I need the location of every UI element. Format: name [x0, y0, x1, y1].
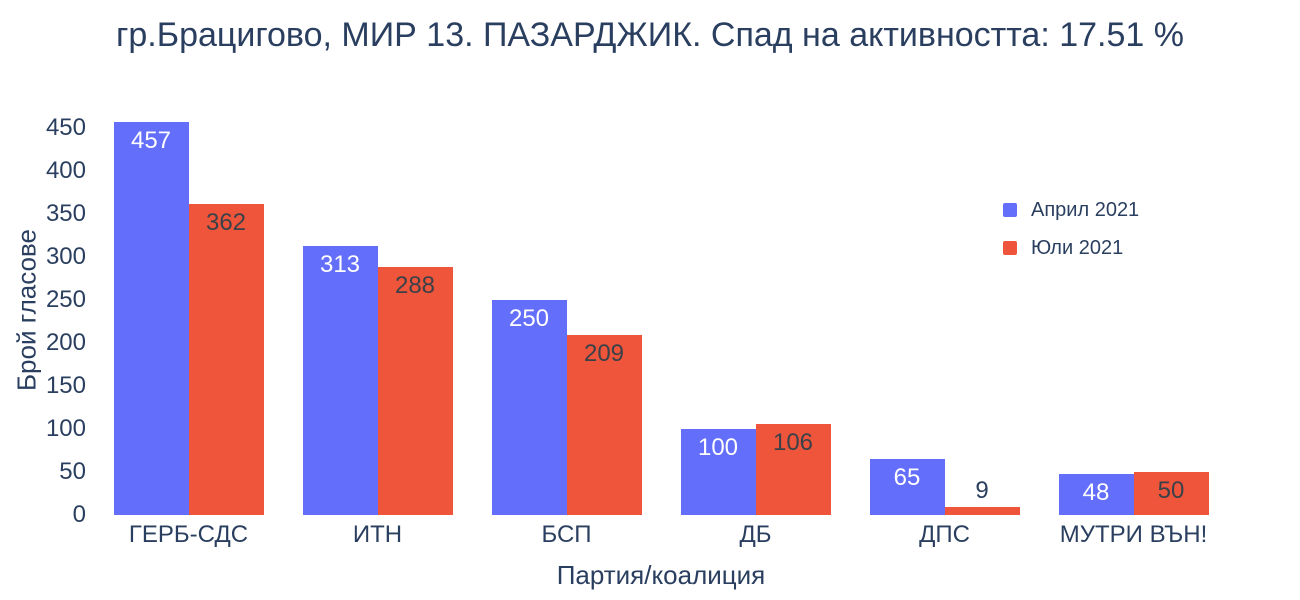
bar-group: 48 50 — [1039, 128, 1228, 515]
bar-value-label: 209 — [583, 340, 625, 368]
bar-series-1: 65 — [869, 459, 945, 515]
y-tick-label: 350 — [45, 200, 86, 227]
legend-label: Юли 2021 — [1031, 236, 1124, 259]
y-tick-label: 50 — [59, 458, 86, 485]
bar-series-2: 209 — [566, 335, 642, 515]
bar-value-label: 457 — [130, 126, 172, 154]
y-tick-label: 150 — [45, 372, 86, 399]
plot-area: 457 362 313 288 250 209 100 106 65 9 48 50 — [94, 121, 1228, 515]
bar-value-label: 106 — [772, 428, 814, 456]
bar-group: 313 288 — [283, 128, 472, 515]
legend-swatch-icon — [1003, 203, 1017, 217]
bar-group: 100 106 — [661, 128, 850, 515]
y-tick-label: 300 — [45, 243, 86, 270]
bar-series-2: 106 — [755, 423, 831, 515]
y-tick-label: 450 — [45, 114, 86, 141]
x-axis-category-labels: ГЕРБ-СДС ИТН БСП ДБ ДПС МУТРИ ВЪН! — [94, 521, 1228, 549]
x-category-label: БСП — [541, 521, 592, 548]
bar-group: 250 209 — [472, 128, 661, 515]
bar-value-label: 48 — [1082, 478, 1110, 506]
chart-title: гр.Брацигово, МИР 13. ПАЗАРДЖИК. Спад на… — [116, 16, 1184, 54]
bar-series-2: 50 — [1133, 472, 1209, 515]
x-category-label: ИТН — [352, 521, 403, 548]
y-tick-label: 250 — [45, 286, 86, 313]
bar-series-1: 457 — [113, 121, 189, 515]
bar-series-1: 100 — [680, 429, 756, 515]
bar-series-2: 288 — [377, 267, 453, 515]
legend-swatch-icon — [1003, 241, 1017, 255]
bar-group: 65 9 — [850, 128, 1039, 515]
bar-value-label: 250 — [508, 305, 550, 332]
y-tick-label: 200 — [45, 329, 86, 356]
legend-label: Април 2021 — [1031, 198, 1140, 221]
bar-value-label: 50 — [1157, 477, 1185, 504]
legend-item[interactable]: Април 2021 — [1003, 191, 1139, 229]
y-tick-label: 0 — [72, 501, 86, 528]
x-category-label: МУТРИ ВЪН! — [1059, 521, 1208, 548]
bar-series-2: 362 — [188, 203, 264, 515]
legend: Април 2021 Юли 2021 — [1003, 191, 1139, 267]
x-axis-title: Партия/коалиция — [556, 560, 766, 590]
bar-series-2: 9 — [944, 478, 1020, 515]
y-tick-label: 100 — [45, 415, 86, 442]
x-category-label: ДБ — [739, 521, 772, 548]
legend-item[interactable]: Юли 2021 — [1003, 229, 1139, 267]
bar-series-1: 250 — [491, 300, 567, 515]
bar-value-label: 313 — [319, 250, 361, 278]
bar-value-label: 362 — [205, 208, 247, 236]
bar-value-label: 288 — [394, 272, 436, 300]
bar-series-1: 48 — [1058, 473, 1134, 515]
x-category-label: ГЕРБ-СДС — [128, 521, 249, 548]
bar-value-label: 9 — [975, 477, 989, 505]
bar-series-1: 313 — [302, 245, 378, 515]
bar-value-label: 100 — [697, 434, 739, 461]
bar-group: 457 362 — [94, 121, 283, 515]
bar-value-label: 65 — [893, 464, 921, 492]
x-category-label: ДПС — [919, 521, 970, 548]
y-axis-ticks: 0 50 100 150 200 250 300 350 400 450 — [0, 114, 86, 528]
y-tick-label: 400 — [45, 157, 86, 184]
